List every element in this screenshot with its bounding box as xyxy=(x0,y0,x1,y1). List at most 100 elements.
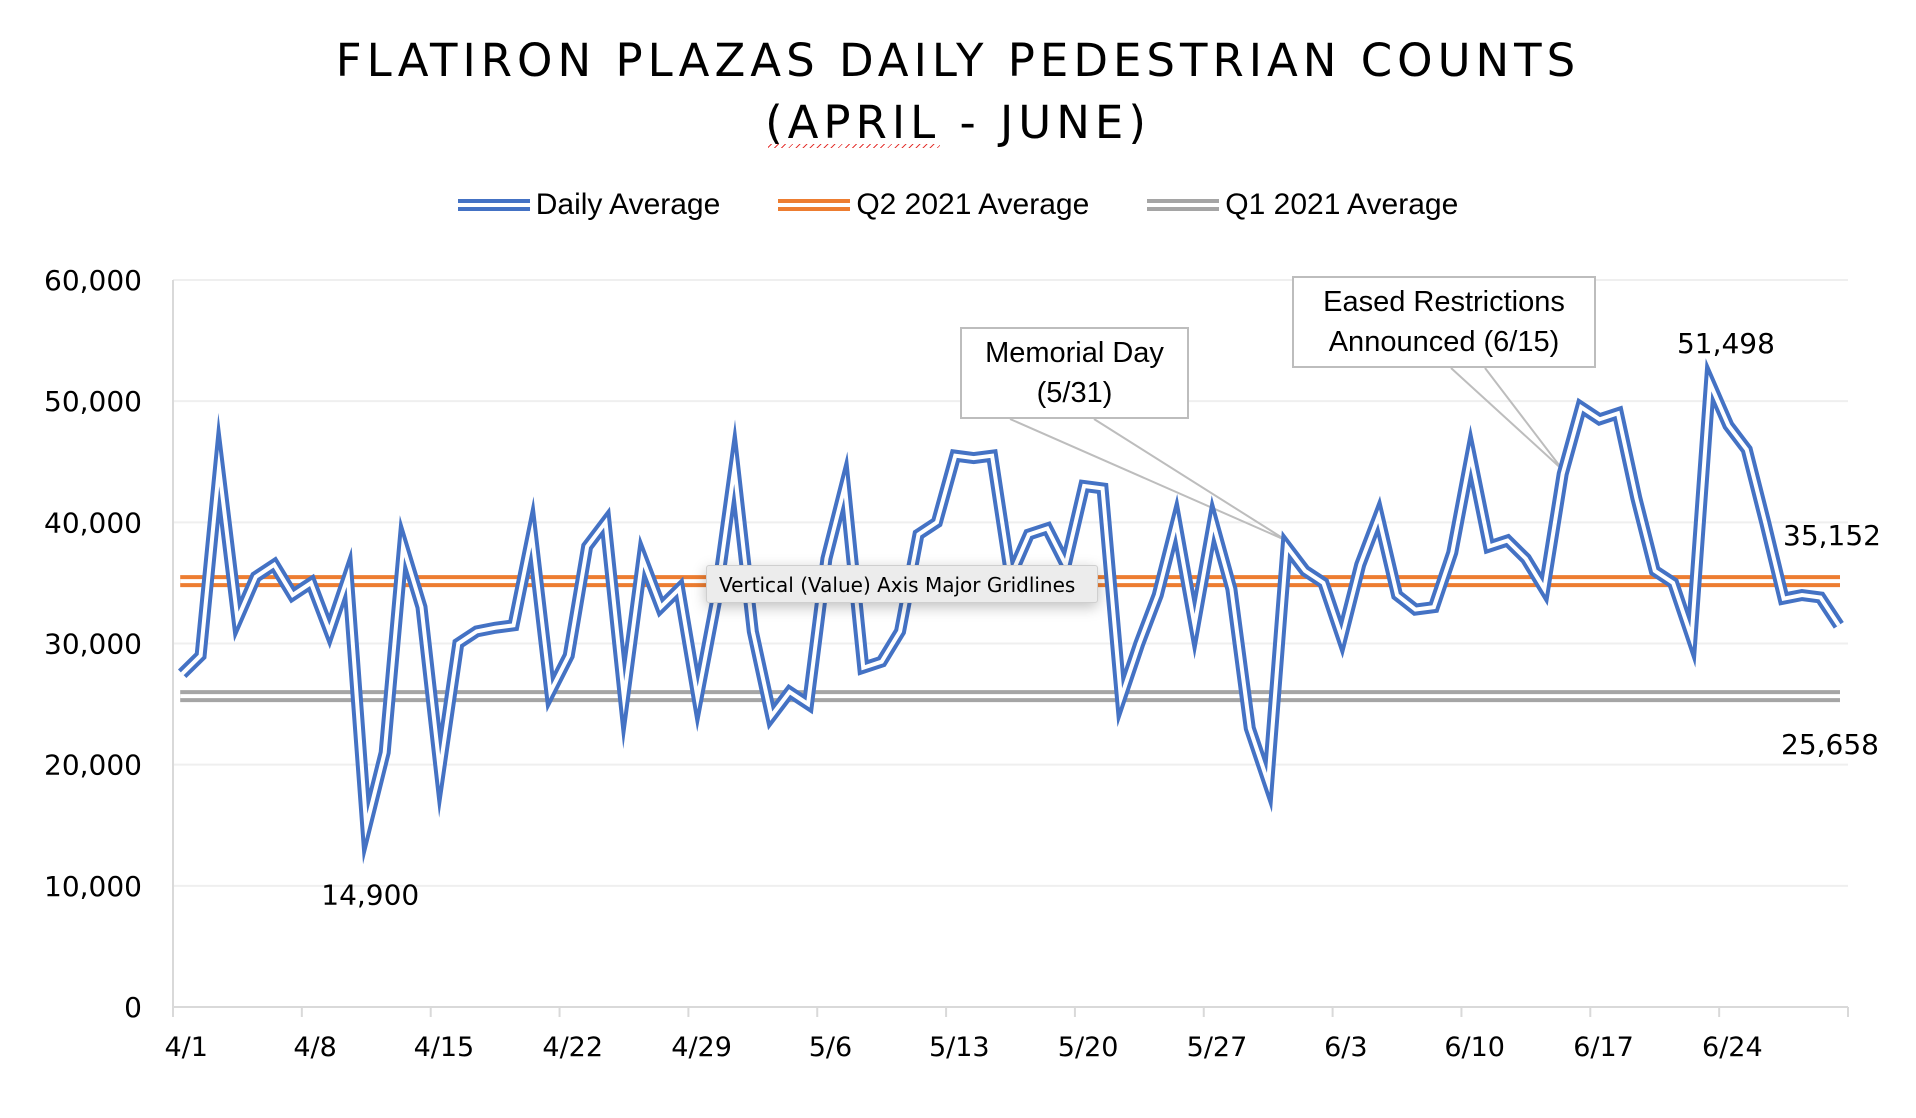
data-point[interactable] xyxy=(603,519,609,525)
data-point[interactable] xyxy=(1284,544,1290,550)
data-point[interactable] xyxy=(271,562,277,568)
data-point[interactable] xyxy=(1707,380,1713,386)
data-point[interactable] xyxy=(1689,634,1695,640)
annotation-memorial-day[interactable]: Memorial Day (5/31) xyxy=(960,327,1189,419)
data-point[interactable] xyxy=(1247,725,1253,731)
data-point[interactable] xyxy=(474,628,480,634)
data-point[interactable] xyxy=(437,768,443,774)
data-point[interactable] xyxy=(308,580,314,586)
data-point[interactable] xyxy=(658,604,664,610)
data-point[interactable] xyxy=(1302,568,1308,574)
data-point[interactable] xyxy=(1026,531,1032,537)
legend-item-q2-average[interactable]: Q2 2021 Average xyxy=(778,188,1089,222)
data-point[interactable] xyxy=(1376,513,1382,519)
data-point[interactable] xyxy=(418,604,424,610)
data-point[interactable] xyxy=(842,483,848,489)
data-point[interactable] xyxy=(1357,562,1363,568)
data-point[interactable] xyxy=(1578,404,1584,410)
data-point[interactable] xyxy=(1541,586,1547,592)
data-point[interactable] xyxy=(1523,556,1529,562)
data-point[interactable] xyxy=(823,556,829,562)
data-point[interactable] xyxy=(1817,594,1823,600)
spellcheck-underline xyxy=(768,144,940,148)
data-point[interactable] xyxy=(547,689,553,695)
annotation-eased-restrictions[interactable]: Eased Restrictions Announced (6/15) xyxy=(1292,276,1596,368)
data-point[interactable] xyxy=(1155,592,1161,598)
data-point[interactable] xyxy=(492,625,498,631)
data-point[interactable] xyxy=(1265,780,1271,786)
data-point[interactable] xyxy=(584,544,590,550)
data-point[interactable] xyxy=(234,616,240,622)
data-point[interactable] xyxy=(345,574,351,580)
data-point[interactable] xyxy=(1136,641,1142,647)
data-point[interactable] xyxy=(989,453,995,459)
data-point[interactable] xyxy=(1799,592,1805,598)
data-point[interactable] xyxy=(787,689,793,695)
data-point[interactable] xyxy=(1744,447,1750,453)
legend[interactable]: Daily Average Q2 2021 Average Q1 2021 Av… xyxy=(0,188,1916,222)
data-point[interactable] xyxy=(1339,634,1345,640)
data-point[interactable] xyxy=(1670,580,1676,586)
data-point[interactable] xyxy=(1044,525,1050,531)
data-point[interactable] xyxy=(179,671,185,677)
data-point[interactable] xyxy=(1449,550,1455,556)
data-point[interactable] xyxy=(326,628,332,634)
data-point[interactable] xyxy=(897,628,903,634)
data-point[interactable] xyxy=(1118,695,1124,701)
data-point[interactable] xyxy=(1652,568,1658,574)
data-point[interactable] xyxy=(1173,519,1179,525)
data-point[interactable] xyxy=(768,713,774,719)
y-tick-label: 30,000 xyxy=(44,628,142,661)
data-point[interactable] xyxy=(750,628,756,634)
data-point[interactable] xyxy=(1320,580,1326,586)
data-point[interactable] xyxy=(1725,422,1731,428)
data-point[interactable] xyxy=(915,531,921,537)
data-point[interactable] xyxy=(1081,483,1087,489)
data-point[interactable] xyxy=(879,659,885,665)
data-point[interactable] xyxy=(529,531,535,537)
legend-item-q1-average[interactable]: Q1 2021 Average xyxy=(1147,188,1458,222)
data-point[interactable] xyxy=(1210,519,1216,525)
data-point[interactable] xyxy=(934,519,940,525)
data-point[interactable] xyxy=(1100,485,1106,491)
data-point[interactable] xyxy=(455,641,461,647)
data-point[interactable] xyxy=(1615,410,1621,416)
data-point[interactable] xyxy=(1633,495,1639,501)
data-point[interactable] xyxy=(1781,596,1787,602)
data-point[interactable] xyxy=(1412,607,1418,613)
data-point[interactable] xyxy=(1468,453,1474,459)
data-point[interactable] xyxy=(952,453,958,459)
data-point[interactable] xyxy=(290,592,296,598)
data-point[interactable] xyxy=(1192,622,1198,628)
data-point[interactable] xyxy=(621,695,627,701)
data-point[interactable] xyxy=(1486,544,1492,550)
data-point[interactable] xyxy=(639,556,645,562)
y-tick-label: 0 xyxy=(124,991,142,1024)
data-point[interactable] xyxy=(1597,416,1603,422)
data-point[interactable] xyxy=(382,750,388,756)
data-point[interactable] xyxy=(363,823,369,829)
data-point[interactable] xyxy=(1762,519,1768,525)
data-point[interactable] xyxy=(860,665,866,671)
data-point[interactable] xyxy=(1431,604,1437,610)
data-point[interactable] xyxy=(971,455,977,461)
data-point[interactable] xyxy=(253,574,259,580)
data-point[interactable] xyxy=(1228,586,1234,592)
data-point[interactable] xyxy=(676,586,682,592)
tooltip: Vertical (Value) Axis Major Gridlines xyxy=(706,565,1098,603)
data-point[interactable] xyxy=(400,544,406,550)
daily-average-line[interactable] xyxy=(177,358,1844,865)
legend-item-daily-average[interactable]: Daily Average xyxy=(457,188,720,222)
data-point[interactable] xyxy=(805,701,811,707)
data-point[interactable] xyxy=(1836,622,1842,628)
data-point[interactable] xyxy=(511,622,517,628)
data-point[interactable] xyxy=(731,465,737,471)
data-point[interactable] xyxy=(216,465,222,471)
data-point[interactable] xyxy=(1394,592,1400,598)
data-point[interactable] xyxy=(566,653,572,659)
data-point[interactable] xyxy=(1560,471,1566,477)
data-point[interactable] xyxy=(695,695,701,701)
data-point[interactable] xyxy=(198,653,204,659)
data-point[interactable] xyxy=(1504,538,1510,544)
